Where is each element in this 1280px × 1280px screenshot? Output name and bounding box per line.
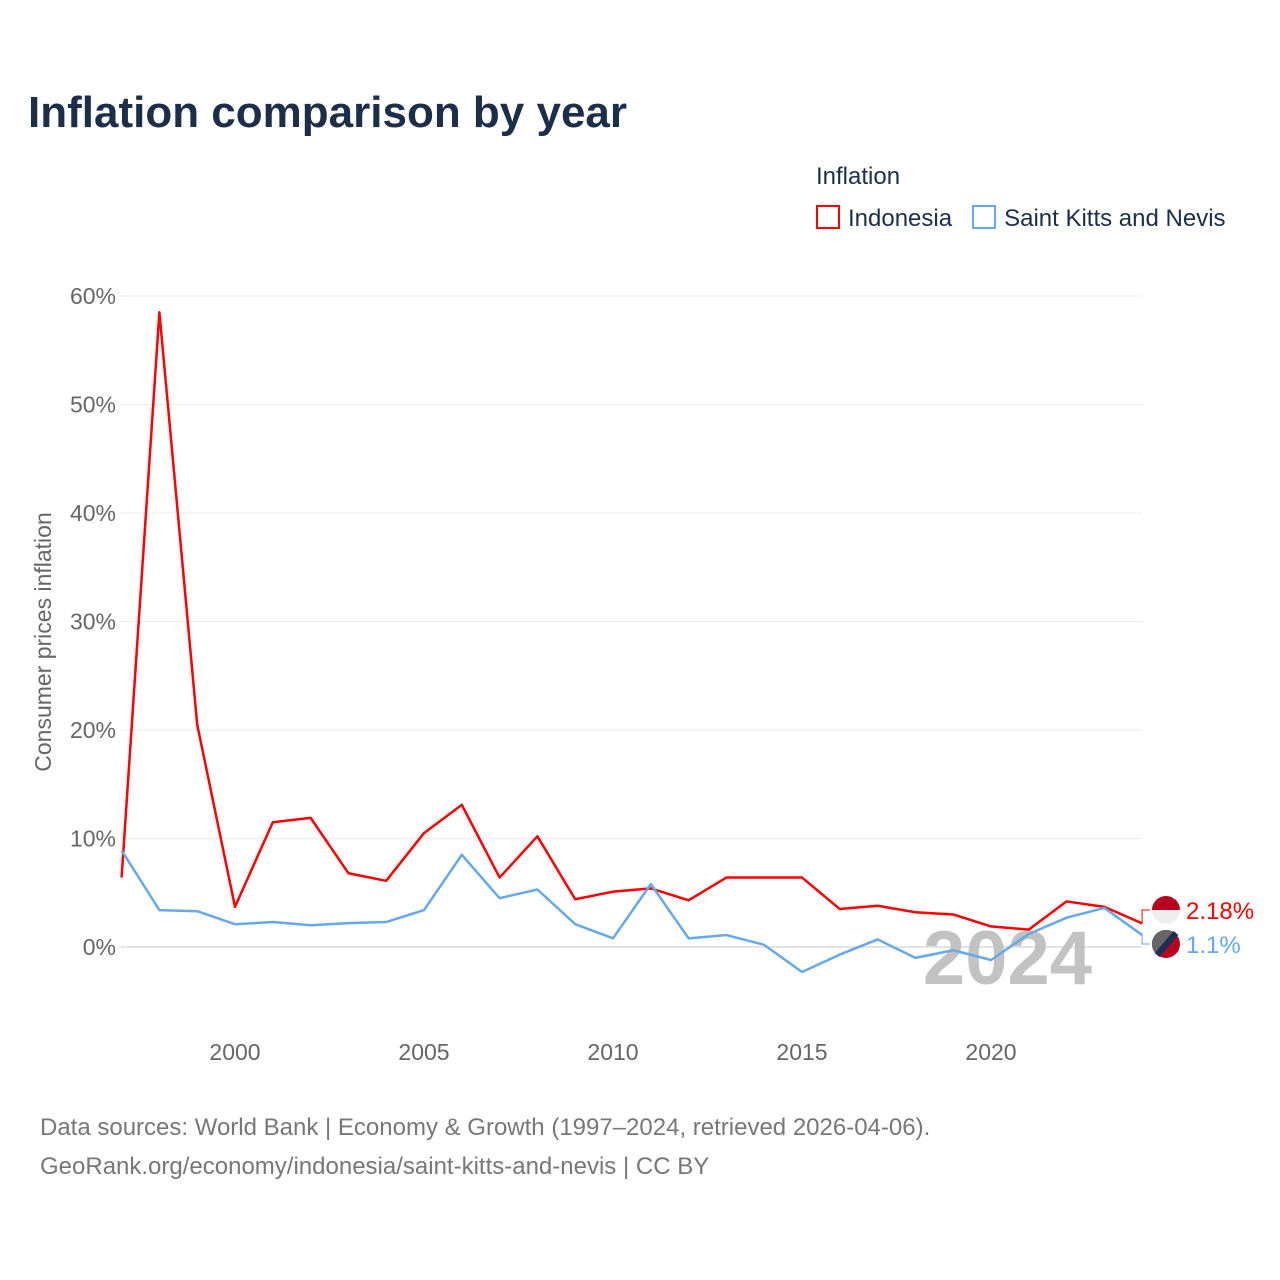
year-watermark: 2024 — [923, 916, 1092, 1001]
legend-label: Saint Kitts and Nevis — [1004, 205, 1226, 232]
x-tick-label: 2010 — [587, 1039, 638, 1065]
series-line-1 — [120, 849, 1143, 974]
legend-item-saint-kitts[interactable]: Saint Kitts and Nevis — [972, 205, 1226, 233]
legend-title: Inflation — [816, 163, 901, 190]
series-line-0 — [120, 311, 1143, 931]
source-line-2[interactable]: GeoRank.org/economy/indonesia/saint-kitt… — [40, 1153, 710, 1180]
end-connector — [1141, 909, 1150, 924]
flag-saint-kitts-icon — [1154, 931, 1179, 957]
legend-item-indonesia[interactable]: Indonesia — [816, 205, 952, 233]
end-value-label: 2.18% — [1186, 898, 1254, 925]
y-tick-label: 10% — [70, 826, 116, 852]
flag-indonesia-icon — [1152, 896, 1180, 910]
legend-label: Indonesia — [848, 205, 953, 232]
y-tick-label: 40% — [70, 500, 116, 526]
source-note: Data sources: World Bank | Economy & Gro… — [40, 1108, 930, 1186]
end-value-label: 1.1% — [1186, 932, 1241, 959]
y-tick-label: 20% — [70, 717, 116, 743]
chart-title: Inflation comparison by year — [28, 88, 628, 137]
legend: Indonesia Saint Kitts and Nevis — [816, 205, 1226, 233]
y-tick-label: 60% — [70, 283, 116, 309]
y-tick-label: 30% — [70, 609, 116, 635]
y-axis-label: Consumer prices inflation — [30, 512, 56, 772]
x-tick-label: 2000 — [209, 1039, 260, 1065]
y-tick-label: 0% — [83, 934, 116, 960]
end-connector — [1141, 935, 1150, 945]
x-tick-label: 2005 — [398, 1039, 449, 1065]
y-tick-label: 50% — [70, 392, 116, 418]
x-tick-label: 2015 — [776, 1039, 827, 1065]
x-tick-label: 2020 — [965, 1039, 1016, 1065]
source-line-1: Data sources: World Bank | Economy & Gro… — [40, 1114, 931, 1141]
